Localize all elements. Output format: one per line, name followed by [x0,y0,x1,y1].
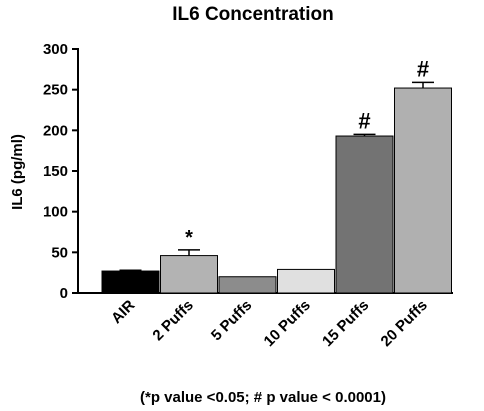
y-tick-label: 300 [43,41,68,58]
x-tick-label: 20 Puffs [378,297,431,350]
x-tick-label: AIR [108,297,138,327]
significance-marker: * [185,227,193,249]
y-tick-label: 100 [43,204,68,221]
footnote: (*p value <0.05; # p value < 0.0001) [140,389,386,406]
bar-air [101,270,160,294]
y-tick-label: 200 [43,122,68,139]
bar-20-puffs [394,87,452,294]
bars: * # # [101,56,452,294]
x-axis-ticks: AIR 2 Puffs 5 Puffs 10 Puffs 15 Puffs 20 Puff… [108,297,431,350]
bar-5-puffs [218,276,277,294]
x-tick-label: 15 Puffs [319,297,372,350]
y-axis-ticks: 0 50 100 150 200 250 300 [43,41,78,302]
significance-marker: # [358,108,370,133]
x-tick-label: 10 Puffs [261,297,314,350]
x-tick-label: 2 Puffs [149,297,196,344]
y-tick-label: 250 [43,82,68,99]
x-tick-label: 5 Puffs [208,297,255,344]
bar-2-puffs [160,255,218,294]
bar-15-puffs [335,135,394,294]
chart-title: IL6 Concentration [172,4,334,25]
y-tick-label: 150 [43,163,68,180]
bar-10-puffs [277,268,335,294]
significance-marker: # [417,56,429,81]
y-tick-label: 0 [60,285,68,302]
y-tick-label: 50 [51,244,68,261]
y-axis-label: IL6 (pg/ml) [9,134,26,210]
